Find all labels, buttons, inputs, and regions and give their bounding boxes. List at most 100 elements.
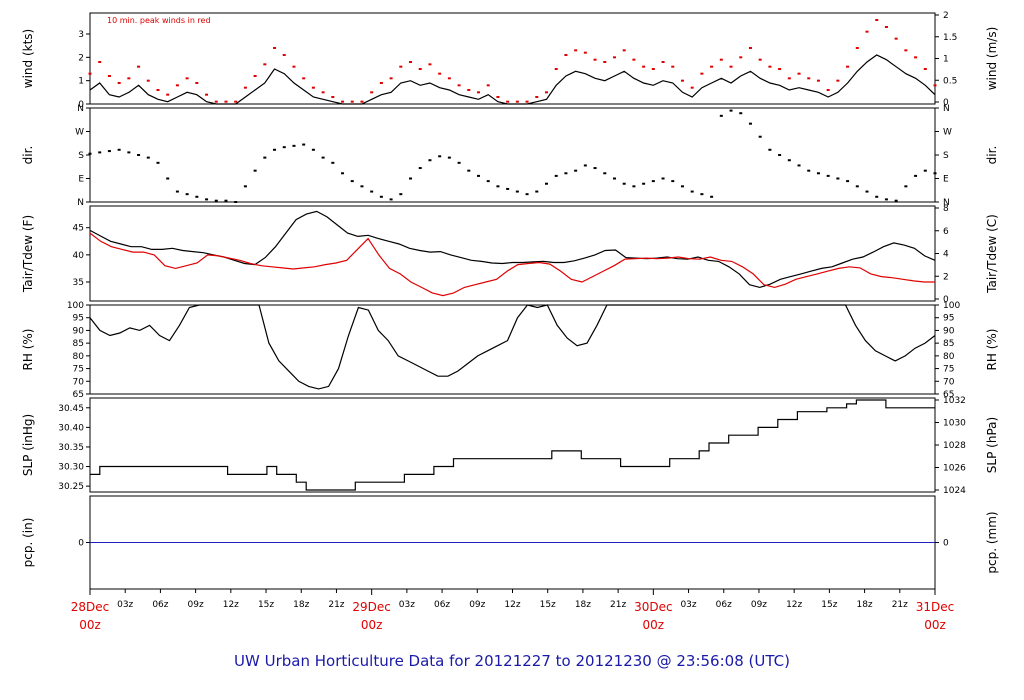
x-tick-label: 12z <box>504 600 520 610</box>
peak-wind-mark <box>923 68 927 70</box>
x-tick-label: 09z <box>469 600 485 610</box>
peak-wind-mark <box>816 79 820 82</box>
peak-wind-mark <box>544 91 548 94</box>
wind-dir-mark <box>680 185 684 188</box>
wind-dir-mark <box>865 190 869 193</box>
peak-wind-mark <box>292 65 296 68</box>
peak-wind-mark <box>583 51 587 54</box>
peak-wind-mark <box>282 54 286 56</box>
peak-wind-mark <box>515 100 519 103</box>
x-tick-label: 15z <box>540 600 556 610</box>
peak-wind-mark <box>263 63 267 66</box>
wind-dir-mark <box>816 172 820 175</box>
peak-wind-mark <box>98 61 102 63</box>
x-tick-label: 09z <box>188 600 204 610</box>
left-tick-label-rh: 85 <box>73 339 84 349</box>
wind-dir-mark <box>787 159 791 162</box>
left-axis-label-pcp: pcp. (in) <box>21 518 35 568</box>
right-tick-label-temp: 2 <box>943 272 949 282</box>
peak-wind-mark <box>690 86 694 89</box>
panel-pcp: 0 0 pcp. (in) pcp. (mm) <box>21 495 999 590</box>
wind-dir-mark <box>341 172 345 175</box>
peak-wind-mark <box>428 63 432 66</box>
right-tick-label-wind: 1.5 <box>943 33 957 43</box>
panel-slp: 30.25 30.30 30.35 30.40 30.45 1024 1026 1028 103… <box>21 396 999 496</box>
wind-dir-mark <box>224 199 228 202</box>
x-tick-label: 06z <box>152 600 168 610</box>
wind-dir-mark <box>846 180 850 183</box>
series-line-relative-humidity <box>89 304 936 390</box>
peak-wind-mark <box>632 58 636 61</box>
wind-dir-mark <box>409 177 413 180</box>
left-tick-label-slp: 30.35 <box>58 443 84 453</box>
right-tick-label-wind: 0.5 <box>943 76 957 86</box>
left-tick-label-wind: 0 <box>78 100 84 110</box>
wind-dir-mark <box>350 180 354 183</box>
right-tick-label-wind: 1 <box>943 55 949 65</box>
right-tick-label-rh: 70 <box>943 377 955 387</box>
peak-wind-mark <box>302 77 306 80</box>
x-tick-label: 03z <box>117 600 133 610</box>
peak-wind-mark <box>107 75 111 77</box>
right-tick-label-wind: 0 <box>943 98 949 108</box>
wind-dir-mark <box>273 148 277 151</box>
wind-dir-mark <box>923 169 927 172</box>
wind-dir-mark <box>428 159 432 162</box>
peak-wind-mark <box>146 79 150 82</box>
wind-dir-mark <box>700 193 704 196</box>
peak-wind-mark <box>418 68 422 70</box>
x-tick-label: 18z <box>293 600 309 610</box>
wind-dir-mark <box>748 122 752 125</box>
peak-wind-mark <box>234 100 238 103</box>
wind-dir-mark <box>593 167 597 170</box>
wind-dir-mark <box>797 164 801 167</box>
wind-dir-mark <box>690 190 694 193</box>
left-tick-label-dir: N <box>77 104 84 114</box>
right-tick-label-rh: 90 <box>943 326 955 336</box>
wind-dir-mark <box>855 185 859 188</box>
wind-dir-mark <box>574 169 578 172</box>
wind-dir-mark <box>671 180 675 183</box>
left-tick-label-wind: 2 <box>78 53 84 63</box>
wind-dir-mark <box>185 193 189 196</box>
right-tick-label-rh: 85 <box>943 339 954 349</box>
x-tick-label: 21z <box>328 600 344 610</box>
wind-dir-mark <box>88 152 92 155</box>
left-tick-label-slp: 30.25 <box>58 482 84 492</box>
wind-dir-mark <box>321 156 325 159</box>
peak-wind-mark <box>846 65 850 68</box>
wind-dir-mark <box>564 172 568 175</box>
peak-wind-mark <box>486 84 490 87</box>
left-axis-label-rh: RH (%) <box>21 329 35 371</box>
peak-wind-mark <box>506 100 510 103</box>
left-tick-label-rh: 75 <box>73 365 84 375</box>
wind-dir-mark <box>292 144 296 147</box>
peak-wind-mark <box>574 49 578 52</box>
peak-wind-mark <box>341 100 345 103</box>
left-tick-label-wind: 3 <box>78 30 84 40</box>
wind-dir-mark <box>807 169 811 172</box>
peak-wind-mark <box>642 65 646 68</box>
left-tick-label-dir: S <box>78 151 84 161</box>
peak-wind-mark <box>875 19 879 21</box>
left-axis-label-wind: wind (kts) <box>21 29 35 88</box>
peak-wind-mark <box>535 96 539 98</box>
right-tick-label-temp: 8 <box>943 204 949 214</box>
peak-wind-mark <box>117 82 121 84</box>
peak-wind-mark <box>904 49 908 52</box>
wind-dir-mark <box>632 185 636 188</box>
right-tick-label-rh: 95 <box>943 314 954 324</box>
peak-wind-mark <box>438 72 442 75</box>
wind-dir-mark <box>205 198 209 201</box>
x-tick-label: 12z <box>786 600 802 610</box>
x-tick-label: 15z <box>821 600 837 610</box>
peak-wind-mark <box>214 100 218 103</box>
wind-dir-mark <box>175 190 179 193</box>
wind-dir-mark <box>554 174 558 177</box>
peak-wind-mark <box>409 61 413 63</box>
peak-wind-mark <box>836 79 840 82</box>
panel-wind: 0 1 2 3 0 0.5 1 1.5 2 wind (kts) wind (m/s) 10 min.… <box>21 11 999 110</box>
peak-wind-mark <box>273 47 277 49</box>
left-axis-label-dir: dir. <box>21 146 35 165</box>
